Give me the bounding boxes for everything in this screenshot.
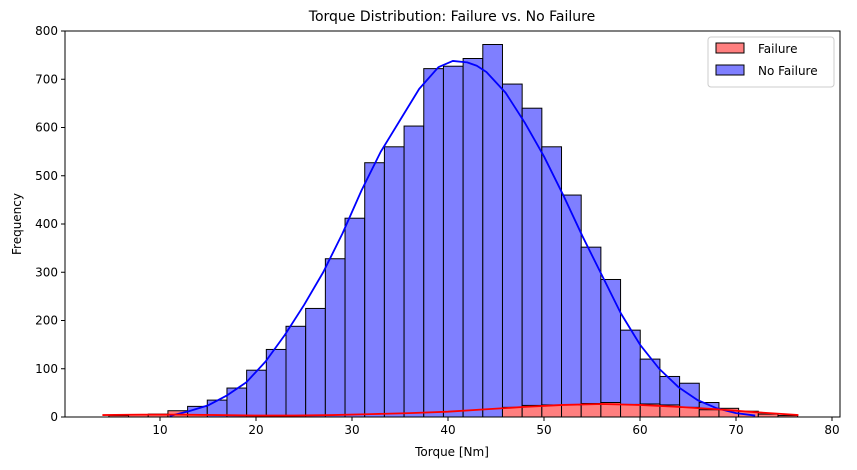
bar-no-failure-9	[344, 217, 366, 418]
y-tick-label: 700	[35, 72, 58, 86]
bar-no-failure-14	[442, 65, 464, 418]
kde-line-failure	[102, 403, 799, 417]
bar-no-failure-10	[364, 162, 385, 418]
x-tick-label: 40	[440, 423, 455, 437]
bar-no-failure-11	[383, 146, 405, 418]
bar-no-failure-4	[246, 369, 267, 418]
bar-no-failure-21	[580, 246, 602, 418]
bars-layer	[108, 44, 799, 418]
bar-failure-9	[580, 402, 602, 418]
y-tick-label: 400	[35, 217, 58, 231]
bar-no-failure-15	[462, 58, 484, 418]
y-tick-label: 0	[50, 410, 58, 424]
x-tick-label: 20	[248, 423, 263, 437]
bar-no-failure-17	[501, 83, 523, 418]
x-tick-label: 70	[728, 423, 743, 437]
y-tick-label: 500	[35, 169, 58, 183]
legend-label-no-failure: No Failure	[758, 64, 818, 78]
x-tick-label: 50	[536, 423, 551, 437]
bar-no-failure-8	[324, 258, 346, 418]
bar-no-failure-13	[423, 68, 444, 418]
legend: Failure No Failure	[707, 36, 835, 88]
bar-failure-11	[620, 403, 641, 418]
y-tick-label: 300	[35, 265, 58, 279]
bar-failure-15	[698, 409, 720, 418]
y-tick-label: 100	[35, 362, 58, 376]
bar-no-failure-22	[600, 278, 622, 418]
x-tick-label: 10	[152, 423, 167, 437]
chart-title: Torque Distribution: Failure vs. No Fail…	[308, 9, 595, 25]
bar-no-failure-18	[521, 107, 543, 418]
bar-no-failure-6	[285, 325, 307, 418]
kde-layer	[102, 60, 799, 417]
y-tick-label: 200	[35, 314, 58, 328]
bar-no-failure-12	[403, 125, 425, 418]
x-tick-label: 60	[632, 423, 647, 437]
kde-line-no-failure	[169, 60, 756, 417]
y-axis-ticks: 0 100 200 300 400 500 600 700 800	[35, 24, 65, 424]
bar-no-failure-7	[305, 307, 326, 418]
x-axis-label: Torque [Nm]	[414, 445, 489, 459]
y-tick-label: 600	[35, 121, 58, 135]
y-tick-label: 800	[35, 24, 58, 38]
x-tick-label: 30	[344, 423, 359, 437]
x-axis-ticks: 10 20 30 40 50 60 70 80	[152, 417, 840, 437]
legend-label-failure: Failure	[758, 42, 797, 56]
bar-failure-8	[561, 404, 582, 418]
bar-no-failure-5	[265, 348, 287, 418]
legend-swatch-no-failure	[715, 64, 745, 76]
y-axis-label: Frequency	[10, 193, 24, 255]
bar-no-failure-16	[482, 44, 503, 418]
legend-swatch-failure	[715, 42, 745, 54]
x-tick-label: 80	[824, 423, 839, 437]
